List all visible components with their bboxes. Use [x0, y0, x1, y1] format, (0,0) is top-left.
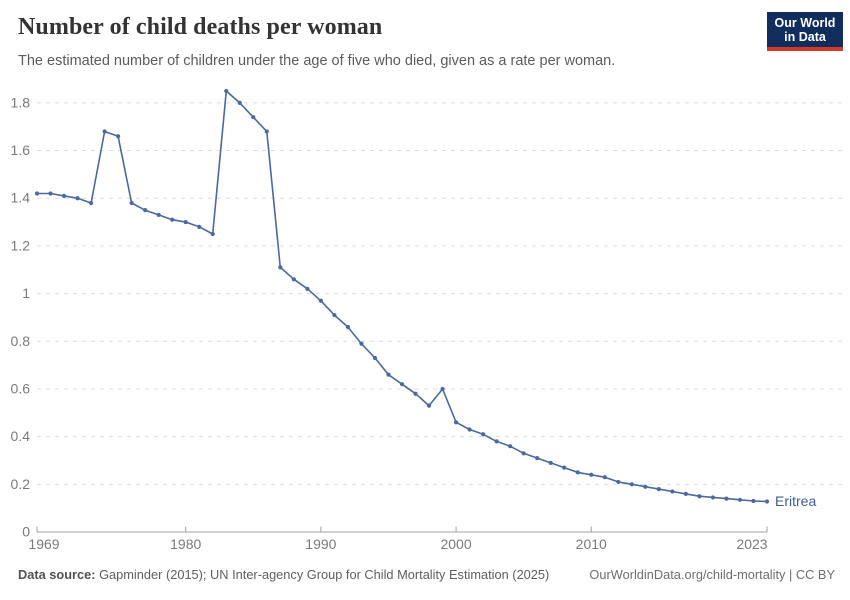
owid-cc-by-link[interactable]: OurWorldinData.org/child-mortality | CC … [589, 567, 835, 582]
data-point[interactable] [305, 286, 310, 291]
data-point[interactable] [629, 482, 634, 487]
data-point[interactable] [562, 465, 567, 470]
x-tick-label: 2010 [576, 536, 607, 552]
x-tick-label: 2000 [440, 536, 471, 552]
data-point[interactable] [116, 134, 121, 139]
y-tick-label: 1.8 [11, 94, 31, 110]
data-point[interactable] [224, 88, 229, 94]
data-point[interactable] [453, 420, 459, 425]
data-point[interactable] [183, 219, 188, 225]
data-point[interactable] [251, 115, 256, 120]
chart-subtitle: The estimated number of children under t… [18, 53, 616, 69]
data-point[interactable] [278, 265, 283, 270]
data-point[interactable] [683, 491, 688, 496]
data-point[interactable] [548, 460, 553, 465]
data-point[interactable] [481, 432, 486, 437]
owid-logo-line2: in Data [784, 29, 826, 44]
data-point[interactable] [494, 439, 499, 444]
y-tick-label: 0.6 [11, 380, 31, 396]
data-point[interactable] [737, 497, 743, 502]
data-point[interactable] [751, 498, 756, 504]
page-title: Number of child deaths per woman [18, 14, 383, 40]
data-point[interactable] [413, 391, 418, 396]
data-source-text: Gapminder (2015); UN Inter-agency Group … [95, 567, 550, 582]
data-point[interactable] [372, 355, 378, 361]
data-point[interactable] [264, 129, 269, 134]
data-point[interactable] [197, 224, 202, 229]
data-point[interactable] [386, 372, 391, 377]
data-point[interactable] [643, 484, 648, 489]
data-point[interactable] [575, 470, 580, 475]
data-source-label: Data source: [18, 567, 96, 582]
data-point[interactable] [170, 217, 175, 222]
y-tick-label: 0.8 [11, 333, 31, 349]
entity-label: Eritrea [775, 493, 816, 509]
data-point[interactable] [143, 208, 148, 213]
data-point[interactable] [345, 324, 351, 330]
x-tick-label: 2023 [736, 536, 767, 552]
y-tick-label: 1.6 [11, 142, 31, 158]
data-point[interactable] [291, 277, 296, 282]
data-point[interactable] [318, 298, 323, 303]
data-point[interactable] [34, 191, 40, 196]
data-point[interactable] [88, 200, 94, 206]
data-point[interactable] [616, 479, 621, 485]
data-point[interactable] [332, 312, 337, 318]
data-point[interactable] [724, 496, 729, 501]
y-tick-label: 1.4 [11, 190, 31, 206]
owid-logo-line1: Our World [774, 15, 836, 30]
data-point[interactable] [535, 455, 540, 461]
x-tick-label: 1990 [305, 536, 336, 552]
y-tick-label: 0.2 [11, 476, 31, 492]
data-point[interactable] [656, 486, 661, 492]
owid-logo[interactable]: Our World in Data [767, 12, 843, 51]
data-point[interactable] [508, 444, 513, 449]
x-tick-label: 1980 [170, 536, 201, 552]
data-point[interactable] [399, 382, 405, 387]
x-tick-label: 1969 [28, 536, 59, 552]
data-point[interactable] [440, 386, 445, 392]
data-point[interactable] [237, 100, 242, 105]
data-point[interactable] [48, 191, 53, 196]
y-tick-label: 1.2 [11, 237, 31, 253]
series-line-eritrea[interactable] [37, 90, 768, 503]
data-point[interactable] [156, 212, 161, 218]
data-point[interactable] [102, 129, 107, 134]
y-tick-label: 0 [22, 524, 30, 540]
data-point[interactable] [670, 489, 675, 494]
data-point[interactable] [589, 472, 594, 477]
data-point[interactable] [697, 494, 702, 499]
data-point[interactable] [602, 475, 607, 480]
data-source-note: Data source: Gapminder (2015); UN Inter-… [18, 567, 549, 582]
y-tick-label: 0.4 [11, 428, 31, 444]
y-tick-label: 1 [22, 285, 30, 301]
data-point[interactable] [521, 451, 526, 456]
data-point[interactable] [467, 427, 472, 432]
data-point[interactable] [129, 200, 134, 206]
data-point[interactable] [61, 193, 67, 198]
data-point[interactable] [359, 341, 364, 346]
data-point[interactable] [210, 231, 215, 237]
data-point[interactable] [75, 196, 80, 201]
data-point[interactable] [710, 495, 716, 500]
data-point[interactable] [426, 403, 432, 408]
data-point[interactable] [764, 499, 770, 504]
chart-footer: Data source: Gapminder (2015); UN Inter-… [18, 567, 835, 582]
